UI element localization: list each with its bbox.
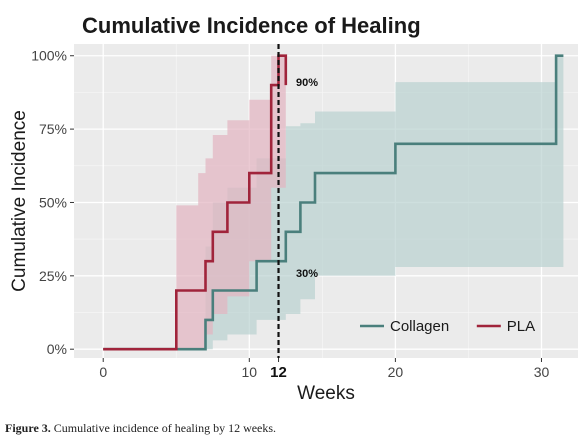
y-tick-label: 0%: [47, 341, 67, 357]
chart-title: Cumulative Incidence of Healing: [82, 13, 421, 38]
x-tick-label: 20: [388, 364, 404, 380]
chart: Cumulative Incidence of Healing 90% 30% 0…: [9, 13, 578, 404]
y-tick-label: 50%: [39, 194, 67, 210]
figure-caption: Figure 3. Cumulative incidence of healin…: [5, 421, 585, 436]
x-tick-label: 0: [99, 364, 107, 380]
legend: Collagen PLA: [360, 318, 535, 335]
confidence-band-pla: [103, 55, 286, 350]
y-tick-label: 75%: [39, 121, 67, 137]
confidence-bands: [103, 55, 564, 350]
figure-caption-text: Cumulative incidence of healing by 12 we…: [53, 421, 277, 435]
annotation-label: 90%: [296, 77, 318, 89]
y-axis-label: Cumulative Incidence: [9, 110, 30, 292]
y-tick-label: 25%: [39, 268, 67, 284]
y-axis: 0% 25% 50% 75% 100%: [31, 48, 74, 357]
legend-label-collagen: Collagen: [390, 318, 449, 335]
x-tick-label: 10: [242, 364, 258, 380]
annotation-label: 30%: [296, 268, 318, 280]
x-tick-label: 30: [534, 364, 550, 380]
y-tick-label: 100%: [31, 48, 67, 64]
legend-label-pla: PLA: [507, 318, 535, 335]
x-axis-label: Weeks: [297, 383, 355, 404]
figure-label: Figure 3.: [5, 421, 51, 435]
x-tick-label: 12: [270, 364, 287, 381]
annotations: 90% 30%: [296, 77, 318, 280]
series-line-collagen: [103, 54, 564, 351]
x-axis: 0 10 12 20 30: [99, 358, 549, 381]
